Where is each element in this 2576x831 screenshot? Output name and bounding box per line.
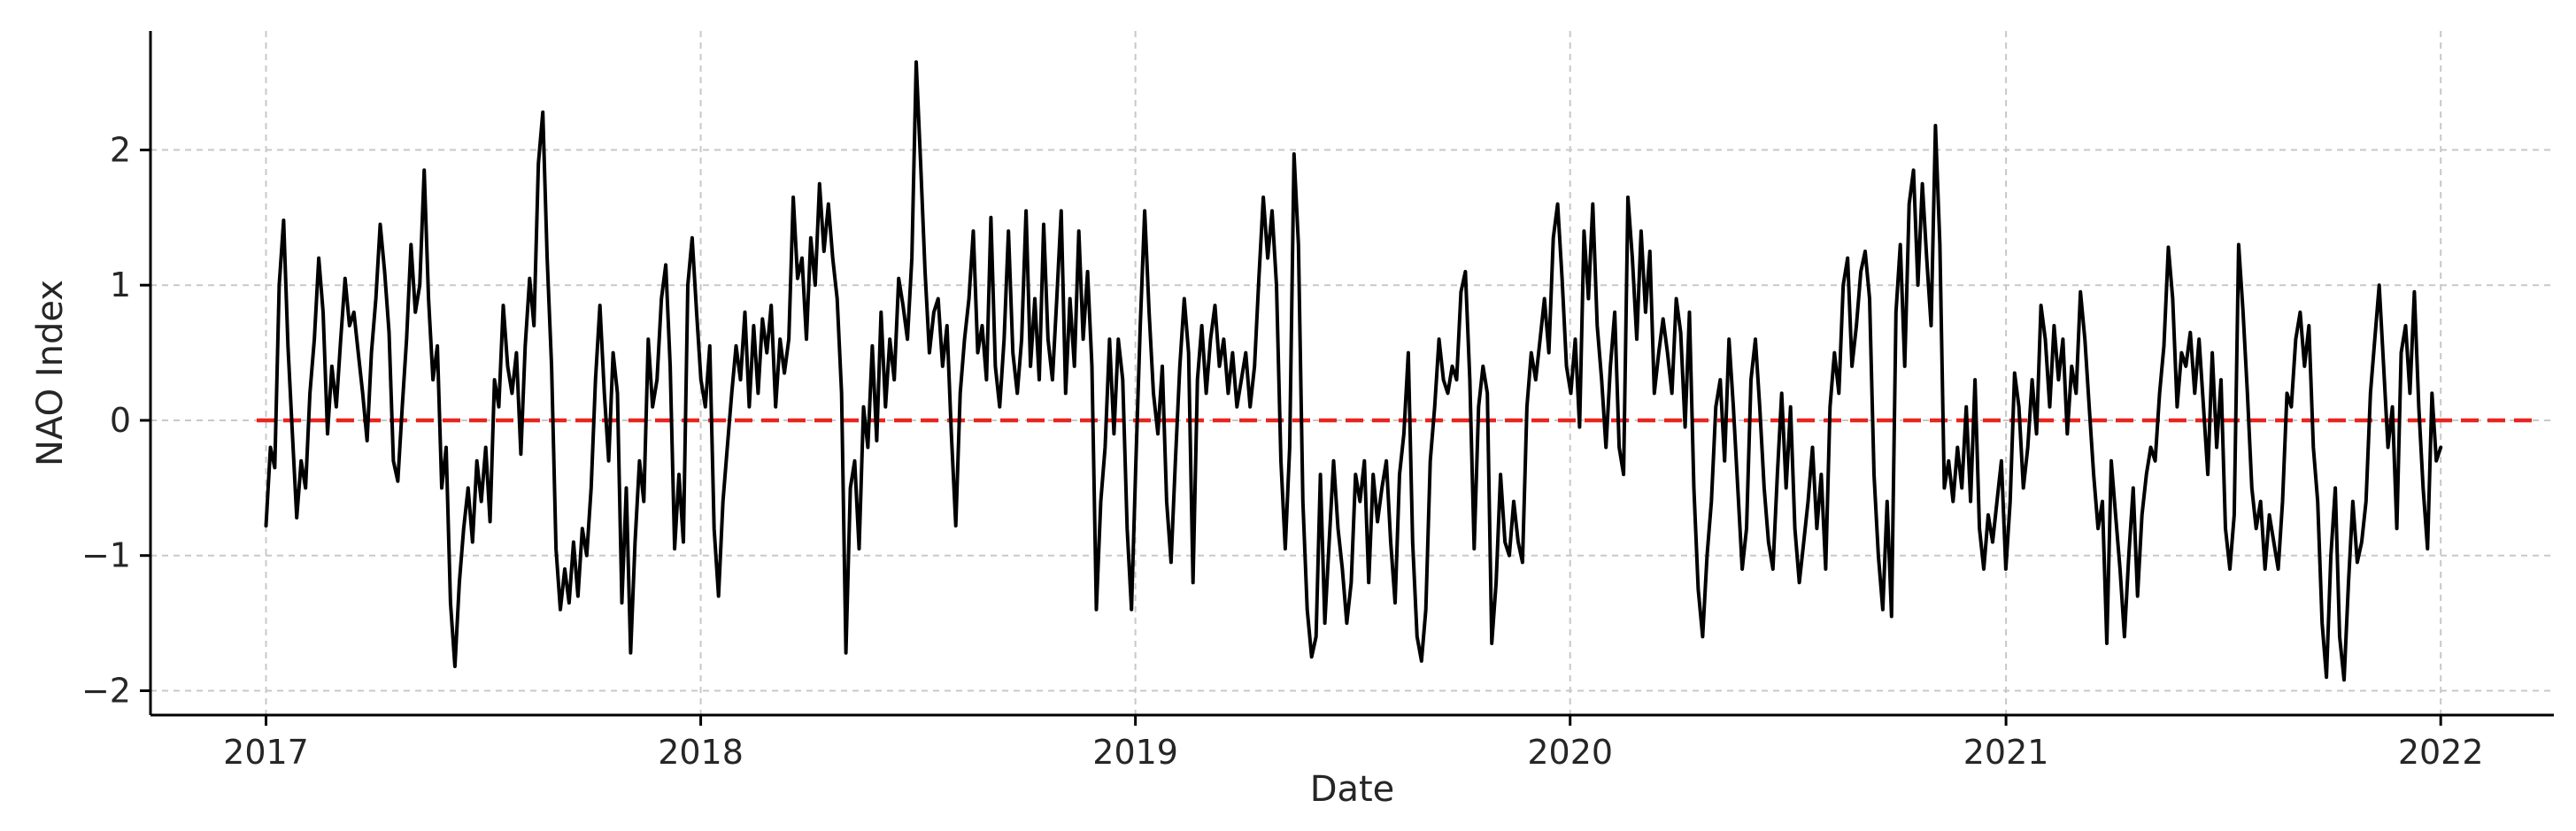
x-tick-label: 2017 bbox=[223, 733, 309, 772]
x-tick-group: 2017 2018 2019 2020 2021 2022 bbox=[223, 715, 2484, 772]
nao-series-line bbox=[264, 60, 2443, 682]
y-tick-label: 0 bbox=[110, 401, 131, 440]
y-tick-label: −2 bbox=[81, 672, 131, 711]
y-axis-label: NAO Index bbox=[30, 280, 71, 466]
x-tick-label: 2019 bbox=[1092, 733, 1178, 772]
x-tick-label: 2022 bbox=[2398, 733, 2484, 772]
y-tick-label: 1 bbox=[110, 265, 131, 304]
x-tick-label: 2018 bbox=[658, 733, 744, 772]
y-tick-group: 2 1 0 −1 −2 bbox=[81, 130, 150, 711]
y-tick-label: 2 bbox=[110, 130, 131, 169]
x-tick-label: 2020 bbox=[1527, 733, 1613, 772]
x-tick-label: 2021 bbox=[1963, 733, 2049, 772]
x-axis-label: Date bbox=[1310, 769, 1395, 810]
y-tick-label: −1 bbox=[81, 536, 131, 575]
series-layer bbox=[264, 60, 2443, 682]
